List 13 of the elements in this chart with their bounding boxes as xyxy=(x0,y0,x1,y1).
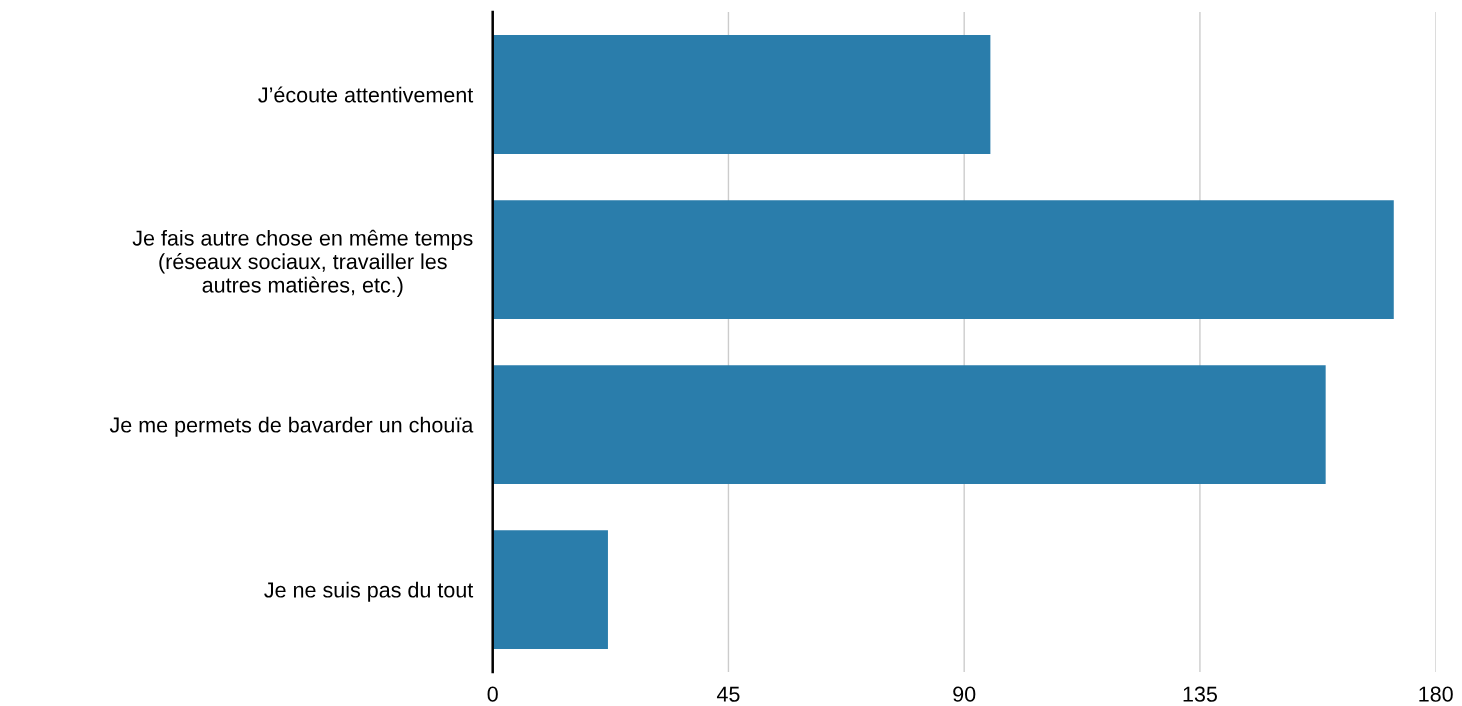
bar xyxy=(492,200,1394,319)
x-tick-label: 90 xyxy=(953,686,976,702)
x-tick-label: 135 xyxy=(1183,686,1217,702)
bar xyxy=(492,530,608,650)
bar xyxy=(492,365,1326,484)
x-tick-label: 45 xyxy=(716,686,740,702)
x-tick-label: 0 xyxy=(487,686,498,702)
y-tick-label: Je me permets de bavarder un chouïa xyxy=(109,416,474,437)
y-tick-label: Je fais autre chose en même temps (réseaux sociaux, travailler les autres matières, etc.) xyxy=(132,229,473,297)
x-tick-label: 180 xyxy=(1419,686,1453,702)
y-tick-label: J’écoute attentivement xyxy=(258,86,474,103)
y-tick-label: Je ne suis pas du tout xyxy=(264,581,474,602)
bar xyxy=(492,35,991,154)
